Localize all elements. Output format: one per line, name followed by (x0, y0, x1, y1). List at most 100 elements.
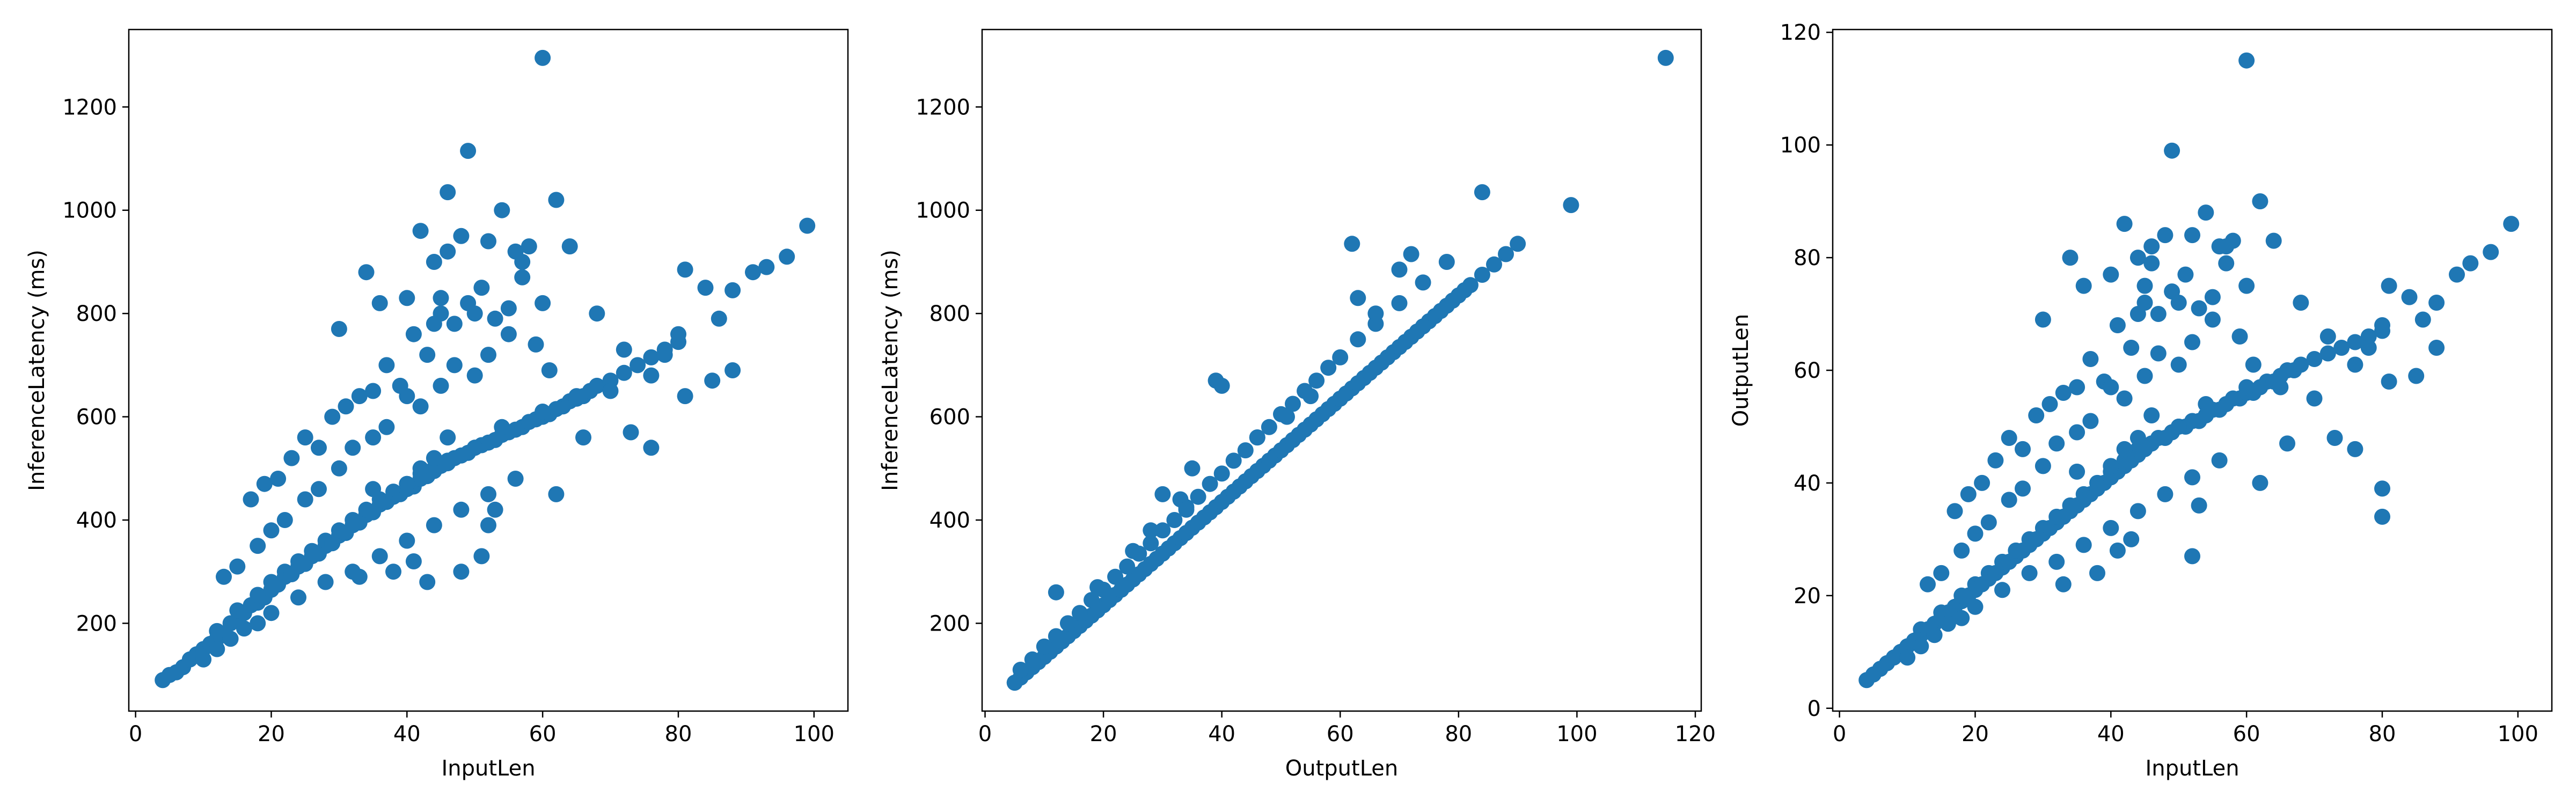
data-point (697, 280, 714, 296)
data-point (1391, 295, 1408, 311)
x-axis-label-2: OutputLen (1285, 756, 1399, 781)
data-point (2062, 250, 2079, 266)
data-point (2035, 311, 2051, 328)
data-point (2170, 295, 2187, 311)
data-point (535, 404, 551, 420)
data-point (494, 202, 510, 218)
data-point (2204, 311, 2221, 328)
data-point (378, 419, 395, 435)
data-point (263, 605, 280, 621)
data-point (500, 300, 517, 317)
data-point (758, 259, 775, 275)
data-point (324, 408, 341, 425)
x-tick-label: 40 (393, 722, 421, 747)
data-point (1462, 277, 1479, 294)
data-point (2326, 430, 2343, 446)
x-tick-label: 60 (1327, 722, 1354, 747)
data-point (2198, 396, 2214, 412)
data-point (1285, 396, 1301, 412)
data-point (487, 310, 503, 327)
x-tick-label: 100 (794, 722, 835, 747)
data-point (371, 295, 388, 311)
data-point (250, 538, 266, 554)
x-tick-label: 80 (2369, 722, 2396, 747)
data-point (2089, 565, 2105, 581)
data-point (2069, 379, 2085, 396)
data-point (351, 388, 368, 405)
data-point (426, 254, 442, 270)
scatter-panel-3: 0 20 40 60 80 100 0 20 40 60 80 100 120 InputLen Outpu… (1729, 20, 2553, 781)
data-point (2041, 396, 2058, 412)
data-point (2103, 519, 2119, 536)
data-point (1391, 261, 1408, 278)
data-point (500, 326, 517, 342)
data-point (589, 305, 605, 322)
data-point (1974, 474, 1990, 491)
data-point (2116, 390, 2133, 407)
data-point (1415, 274, 1431, 291)
data-point (2414, 311, 2431, 328)
data-point (412, 223, 429, 239)
data-point (1367, 305, 1384, 322)
data-point (2109, 317, 2126, 333)
data-points-3 (1858, 52, 2520, 689)
y-tick-label: 400 (76, 508, 117, 533)
data-point (2347, 441, 2363, 457)
data-point (1213, 465, 1230, 482)
data-point (2449, 266, 2465, 283)
y-tick-label: 120 (1780, 20, 1821, 45)
data-point (1190, 488, 1206, 505)
data-point (2136, 277, 2153, 294)
data-point (2218, 255, 2235, 272)
data-point (1072, 605, 1088, 621)
data-point (2170, 419, 2187, 435)
data-point (2319, 328, 2336, 345)
data-point (643, 349, 660, 365)
data-point (2184, 227, 2200, 244)
data-point (2252, 474, 2268, 491)
data-point (1657, 49, 1674, 66)
data-point (548, 192, 565, 208)
data-point (1084, 592, 1100, 609)
x-axis-label-3: InputLen (2145, 756, 2239, 781)
data-point (236, 620, 252, 637)
data-point (433, 290, 449, 306)
data-point (399, 532, 415, 549)
x-tick-label: 20 (1090, 722, 1117, 747)
data-point (2170, 356, 2187, 373)
data-point (487, 501, 503, 518)
data-point (2483, 244, 2499, 260)
y-tick-label: 200 (76, 611, 117, 636)
data-point (1498, 246, 1514, 262)
y-axis-label-2: InferenceLatency (ms) (878, 250, 903, 491)
data-point (453, 501, 470, 518)
data-point (2123, 340, 2140, 356)
data-point (2238, 379, 2255, 396)
data-point (2306, 351, 2323, 367)
data-point (2164, 142, 2180, 159)
data-point (643, 440, 660, 456)
data-point (1940, 616, 1956, 632)
data-point (1332, 349, 1349, 365)
data-point (297, 491, 313, 508)
data-points-2 (1006, 49, 1674, 691)
data-point (2143, 238, 2160, 255)
data-point (2265, 232, 2282, 249)
data-point (1166, 512, 1183, 528)
data-point (2015, 480, 2031, 497)
data-point (1178, 501, 1195, 518)
data-point (1899, 649, 1916, 666)
data-point (2082, 351, 2099, 367)
data-point (216, 568, 232, 585)
data-point (1237, 442, 1254, 459)
y-tick-label: 40 (1794, 471, 1821, 496)
data-point (1202, 475, 1218, 492)
data-point (2272, 379, 2289, 396)
data-point (2048, 553, 2065, 570)
data-point (1302, 388, 1319, 405)
data-point (270, 471, 287, 487)
data-point (290, 589, 306, 606)
data-point (250, 615, 266, 632)
data-point (2103, 379, 2119, 396)
data-point (1403, 246, 1419, 262)
